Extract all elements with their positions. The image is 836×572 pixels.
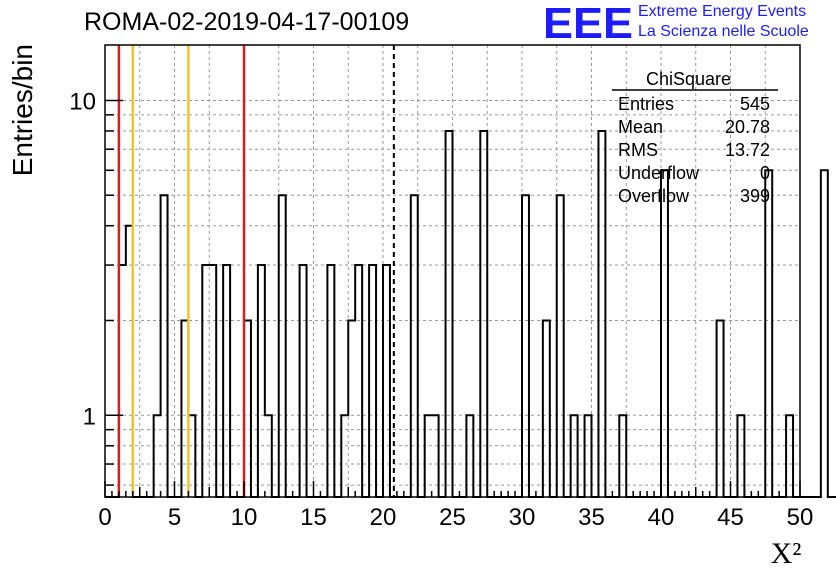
stats-label: Mean xyxy=(618,117,664,137)
axis-labels: 0 5 10 15 20 25 30 35 40 45 50 1 10 X² Entries/bin xyxy=(7,44,813,570)
x-tick-label: 5 xyxy=(168,504,181,531)
plot-title: ROMA-02-2019-04-17-00109 xyxy=(84,8,410,36)
stats-label: Entries xyxy=(618,94,675,114)
logo-line-1: Extreme Energy Events xyxy=(638,3,807,20)
stats-title-underline xyxy=(612,89,778,91)
x-tick-label: 50 xyxy=(787,504,814,531)
histogram-bin xyxy=(411,195,418,497)
y-tick-label: 1 xyxy=(83,403,96,430)
y-tick-label: 10 xyxy=(69,88,96,115)
histogram-bin xyxy=(480,131,487,497)
x-axis-label: X² xyxy=(771,537,802,570)
y-axis-label: Entries/bin xyxy=(7,44,38,176)
svg-text:EEE: EEE xyxy=(543,2,633,42)
x-tick-label: 40 xyxy=(648,504,675,531)
histogram-bin xyxy=(348,320,355,497)
histogram-bin xyxy=(821,170,828,497)
histogram-outline xyxy=(105,129,836,498)
stats-title: ChiSquare xyxy=(646,69,732,89)
histogram-bin xyxy=(202,265,209,497)
histogram-bin xyxy=(279,195,286,497)
histogram-bin xyxy=(369,265,376,497)
histogram-bin xyxy=(543,320,550,497)
stats-value: 399 xyxy=(739,186,770,206)
x-tick-label: 15 xyxy=(300,504,327,531)
histogram-bin xyxy=(765,170,772,497)
x-tick-label: 10 xyxy=(231,504,258,531)
histogram-bin xyxy=(327,265,334,497)
histogram-series xyxy=(105,129,836,498)
histogram-bin xyxy=(161,195,168,497)
stats-value: 545 xyxy=(739,94,770,114)
stats-label: RMS xyxy=(618,140,658,160)
histogram-bin xyxy=(300,265,307,497)
histogram-bin xyxy=(598,131,605,497)
histogram-bin xyxy=(209,265,216,497)
logo-line-2: La Scienza nelle Scuole xyxy=(638,23,809,40)
x-tick-label: 25 xyxy=(439,504,466,531)
stats-value: 20.78 xyxy=(724,117,770,137)
x-tick-label: 45 xyxy=(717,504,744,531)
stats-label: Overflow xyxy=(618,186,690,206)
histogram-bin xyxy=(661,170,668,497)
vertical-markers xyxy=(117,45,395,497)
histogram-bin xyxy=(223,265,230,497)
eee-logo: EEE xyxy=(543,2,633,42)
histogram-bin xyxy=(717,320,724,497)
histogram-bin xyxy=(446,131,453,497)
histogram-bin xyxy=(258,265,265,497)
histogram-bin xyxy=(557,195,564,497)
x-tick-label: 30 xyxy=(509,504,536,531)
histogram-bin xyxy=(355,265,362,497)
stats-label: Underflow xyxy=(618,163,700,183)
stats-value: 0 xyxy=(759,163,770,183)
x-tick-label: 0 xyxy=(98,504,111,531)
histogram-bin xyxy=(383,265,390,497)
x-tick-label: 20 xyxy=(370,504,397,531)
histogram-bin xyxy=(522,195,529,497)
axis-ticks xyxy=(104,99,801,497)
stats-value: 13.72 xyxy=(724,140,770,160)
x-tick-label: 35 xyxy=(578,504,605,531)
grid-lines xyxy=(105,45,800,497)
